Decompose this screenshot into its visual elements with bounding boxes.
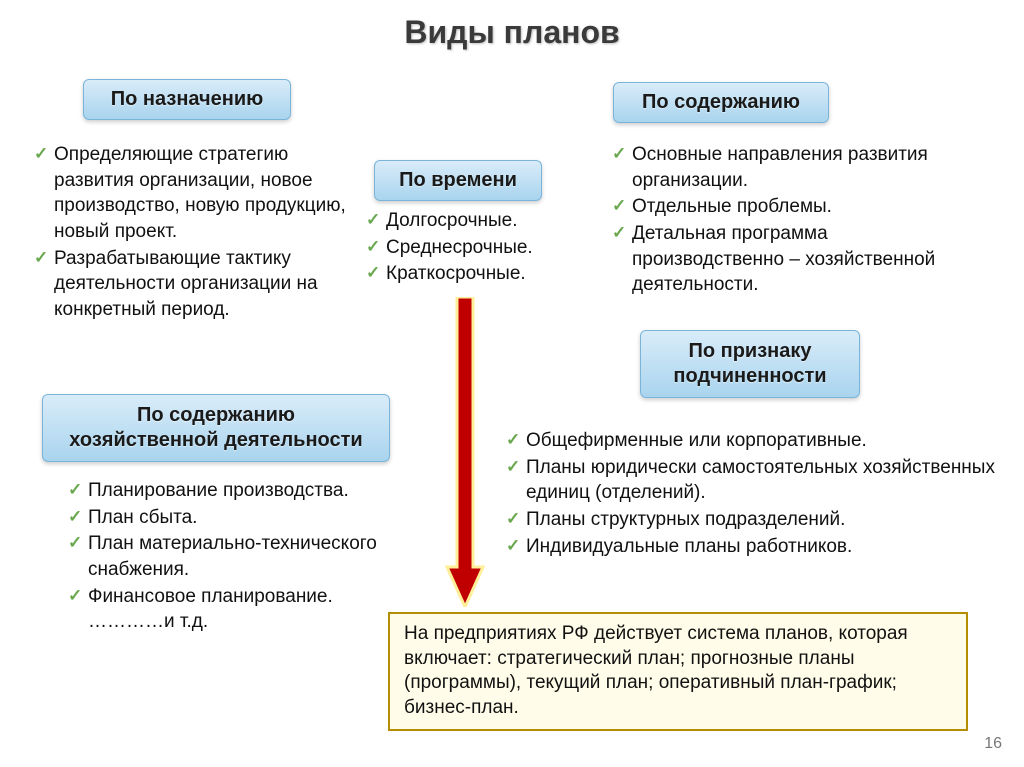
list-item: Основные направления развития организаци… <box>612 142 982 193</box>
list-subordination: Общефирменные или корпоративные.Планы юр… <box>506 428 1006 560</box>
heading-time-text: По времени <box>399 169 517 191</box>
list-item: План сбыта. <box>68 505 378 531</box>
list-content-main: Основные направления развития организаци… <box>612 142 982 299</box>
list-item: Общефирменные или корпоративные. <box>506 428 1006 454</box>
list-item: Краткосрочные. <box>366 261 586 287</box>
list-item: Среднесрочные. <box>366 235 586 261</box>
heading-subordination-line1: По признаку <box>663 339 837 364</box>
list-item: Разрабатывающие тактику деятельности орг… <box>34 246 352 323</box>
down-arrow <box>445 297 485 612</box>
summary-box: На предприятиях РФ действует система пла… <box>388 612 968 731</box>
heading-content-econ-line1: По содержанию <box>65 403 367 428</box>
heading-purpose: По назначению <box>83 79 291 120</box>
list-item: Детальная программа производственно – хо… <box>612 221 982 298</box>
list-purpose: Определяющие стратегию развития организа… <box>34 142 352 323</box>
list-item: Индивидуальные планы работников. <box>506 534 1006 560</box>
heading-content-econ-line2: хозяйственной деятельности <box>65 428 367 453</box>
heading-content-econ: По содержанию хозяйственной деятельности <box>42 394 390 462</box>
summary-text: На предприятиях РФ действует система пла… <box>404 623 908 718</box>
list-content-econ: Планирование производства.План сбыта.Пла… <box>68 478 378 636</box>
list-item: Планы юридически самостоятельных хозяйст… <box>506 455 1006 506</box>
list-time: Долгосрочные.Среднесрочные.Краткосрочные… <box>366 208 586 288</box>
heading-purpose-text: По назначению <box>111 88 263 110</box>
slide-title: Виды планов <box>0 14 1024 51</box>
list-item: Долгосрочные. <box>366 208 586 234</box>
heading-time: По времени <box>374 160 542 201</box>
list-item: Финансовое планирование. …………и т.д. <box>68 584 378 635</box>
list-item: Определяющие стратегию развития организа… <box>34 142 352 245</box>
list-item: Планирование производства. <box>68 478 378 504</box>
list-item: План материально-технического снабжения. <box>68 531 378 582</box>
page-number: 16 <box>984 735 1002 753</box>
heading-content-main: По содержанию <box>613 82 829 123</box>
list-item: Планы структурных подразделений. <box>506 507 1006 533</box>
list-item: Отдельные проблемы. <box>612 194 982 220</box>
heading-subordination: По признаку подчиненности <box>640 330 860 398</box>
heading-content-main-text: По содержанию <box>642 91 800 113</box>
heading-subordination-line2: подчиненности <box>663 364 837 389</box>
